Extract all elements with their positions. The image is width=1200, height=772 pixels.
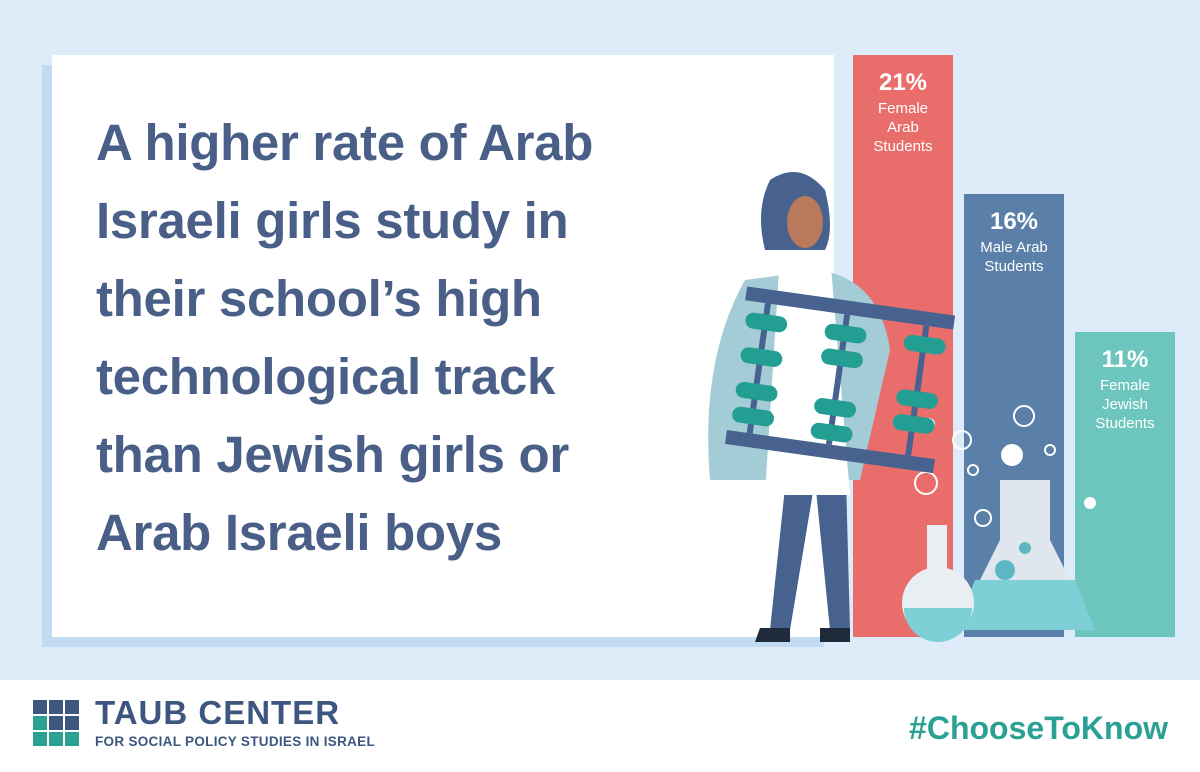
headline-line: Arab Israeli boys [96,504,502,561]
category-label: Female Arab Students [873,100,933,155]
headline-line: technological track [96,348,556,405]
footer: TAUB CENTER FOR SOCIAL POLICY STUDIES IN… [0,680,1200,772]
bar: 11% Female Jewish Students [1075,332,1175,637]
tagline: FOR SOCIAL POLICY STUDIES IN ISRAEL [95,734,376,749]
headline-line: than Jewish girls or [96,426,569,483]
headline-line: A higher rate of Arab [96,114,594,171]
headline: A higher rate of Arab Israeli girls study… [96,104,593,572]
hashtag: #ChooseToKnow [909,710,1168,746]
value-label: 21% [878,69,928,96]
category-label: Male Arab Students [980,238,1048,275]
brand: TAUB CENTER [95,694,341,731]
value-label: 11% [1101,346,1149,374]
illustration [708,172,1096,642]
value-label: 16% [989,207,1039,235]
card [52,55,834,637]
headline-line: Israeli girls study in [96,192,569,249]
category-label: Female Jewish Students [1095,377,1155,433]
headline-line: their school’s high [96,270,542,327]
logo [33,700,79,746]
